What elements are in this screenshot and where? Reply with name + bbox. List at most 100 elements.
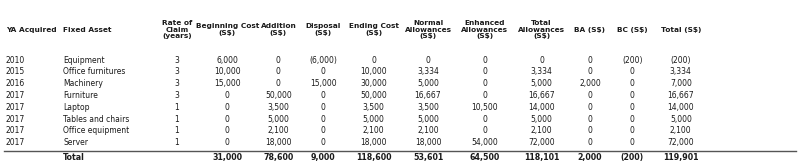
Text: 0: 0 <box>482 126 487 135</box>
Text: Total
Allowances
(S$): Total Allowances (S$) <box>518 20 565 39</box>
Text: 0: 0 <box>276 56 281 64</box>
Text: 3,334: 3,334 <box>530 67 553 76</box>
Text: 5,000: 5,000 <box>417 115 439 123</box>
Text: 18,000: 18,000 <box>414 138 442 147</box>
Text: Disposal
(S$): Disposal (S$) <box>306 23 341 36</box>
Text: Office furnitures: Office furnitures <box>63 67 126 76</box>
Text: 1: 1 <box>174 138 179 147</box>
Text: Server: Server <box>63 138 88 147</box>
Text: 53,601: 53,601 <box>413 153 443 162</box>
Text: 2017: 2017 <box>6 138 25 147</box>
Text: 1: 1 <box>174 126 179 135</box>
Text: 0: 0 <box>482 91 487 100</box>
Text: 3: 3 <box>174 91 179 100</box>
Text: 3,334: 3,334 <box>670 67 692 76</box>
Text: 14,000: 14,000 <box>528 103 555 112</box>
Text: 5,000: 5,000 <box>530 79 553 88</box>
Text: 0: 0 <box>630 126 635 135</box>
Text: 0: 0 <box>587 91 593 100</box>
Text: 7,000: 7,000 <box>670 79 692 88</box>
Text: 3: 3 <box>174 56 179 64</box>
Text: 3,500: 3,500 <box>267 103 290 112</box>
Text: Total: Total <box>63 153 85 162</box>
Text: 0: 0 <box>321 103 326 112</box>
Text: 5,000: 5,000 <box>670 115 692 123</box>
Text: Furniture: Furniture <box>63 91 98 100</box>
Text: 0: 0 <box>276 79 281 88</box>
Text: 0: 0 <box>482 56 487 64</box>
Text: 18,000: 18,000 <box>265 138 292 147</box>
Text: 0: 0 <box>482 67 487 76</box>
Text: 2017: 2017 <box>6 103 25 112</box>
Text: 78,600: 78,600 <box>263 153 294 162</box>
Text: Machinery: Machinery <box>63 79 103 88</box>
Text: 0: 0 <box>630 91 635 100</box>
Text: 0: 0 <box>225 115 230 123</box>
Text: 5,000: 5,000 <box>530 115 553 123</box>
Text: 10,000: 10,000 <box>214 67 241 76</box>
Text: 0: 0 <box>225 126 230 135</box>
Text: 15,000: 15,000 <box>214 79 241 88</box>
Text: 14,000: 14,000 <box>667 103 694 112</box>
Text: 0: 0 <box>321 138 326 147</box>
Text: 0: 0 <box>321 115 326 123</box>
Text: 0: 0 <box>276 67 281 76</box>
Text: Enhanced
Allowances
(S$): Enhanced Allowances (S$) <box>462 20 508 39</box>
Text: 0: 0 <box>587 115 593 123</box>
Text: BC (S$): BC (S$) <box>617 27 648 32</box>
Text: 3: 3 <box>174 79 179 88</box>
Text: Ending Cost
(S$): Ending Cost (S$) <box>349 23 398 36</box>
Text: 6,000: 6,000 <box>216 56 238 64</box>
Text: 2010: 2010 <box>6 56 25 64</box>
Text: 118,101: 118,101 <box>524 153 559 162</box>
Text: 10,000: 10,000 <box>360 67 387 76</box>
Text: 16,667: 16,667 <box>414 91 442 100</box>
Text: 2,000: 2,000 <box>578 153 602 162</box>
Text: Equipment: Equipment <box>63 56 105 64</box>
Text: 2015: 2015 <box>6 67 25 76</box>
Text: 18,000: 18,000 <box>360 138 387 147</box>
Text: 2,000: 2,000 <box>579 79 601 88</box>
Text: 2017: 2017 <box>6 91 25 100</box>
Text: 30,000: 30,000 <box>360 79 387 88</box>
Text: 0: 0 <box>587 67 593 76</box>
Text: Tables and chairs: Tables and chairs <box>63 115 130 123</box>
Text: 0: 0 <box>539 56 544 64</box>
Text: Fixed Asset: Fixed Asset <box>63 27 112 32</box>
Text: 5,000: 5,000 <box>362 115 385 123</box>
Text: 1: 1 <box>174 103 179 112</box>
Text: 54,000: 54,000 <box>471 138 498 147</box>
Text: 0: 0 <box>587 126 593 135</box>
Text: Total (S$): Total (S$) <box>661 27 701 32</box>
Text: 0: 0 <box>482 115 487 123</box>
Text: Office equipment: Office equipment <box>63 126 130 135</box>
Text: 2,100: 2,100 <box>362 126 385 135</box>
Text: 3,500: 3,500 <box>362 103 385 112</box>
Text: 0: 0 <box>426 56 430 64</box>
Text: 0: 0 <box>630 79 635 88</box>
Text: Beginning Cost
(S$): Beginning Cost (S$) <box>195 23 259 36</box>
Text: (200): (200) <box>670 56 691 64</box>
Text: Rate of
Claim
(years): Rate of Claim (years) <box>162 20 192 39</box>
Text: 31,000: 31,000 <box>212 153 242 162</box>
Text: BA (S$): BA (S$) <box>574 27 606 32</box>
Text: 9,000: 9,000 <box>311 153 335 162</box>
Text: 2,100: 2,100 <box>267 126 290 135</box>
Text: 0: 0 <box>321 126 326 135</box>
Text: Normal
Allowances
(S$): Normal Allowances (S$) <box>405 20 451 39</box>
Text: 2,100: 2,100 <box>530 126 553 135</box>
Text: Addition
(S$): Addition (S$) <box>261 23 296 36</box>
Text: 16,667: 16,667 <box>528 91 555 100</box>
Text: 0: 0 <box>321 91 326 100</box>
Text: 50,000: 50,000 <box>360 91 387 100</box>
Text: 15,000: 15,000 <box>310 79 337 88</box>
Text: Laptop: Laptop <box>63 103 90 112</box>
Text: 2017: 2017 <box>6 115 25 123</box>
Text: (6,000): (6,000) <box>310 56 337 64</box>
Text: 1: 1 <box>174 115 179 123</box>
Text: 118,600: 118,600 <box>356 153 391 162</box>
Text: 3,500: 3,500 <box>417 103 439 112</box>
Text: 0: 0 <box>630 115 635 123</box>
Text: 0: 0 <box>587 103 593 112</box>
Text: 16,667: 16,667 <box>667 91 694 100</box>
